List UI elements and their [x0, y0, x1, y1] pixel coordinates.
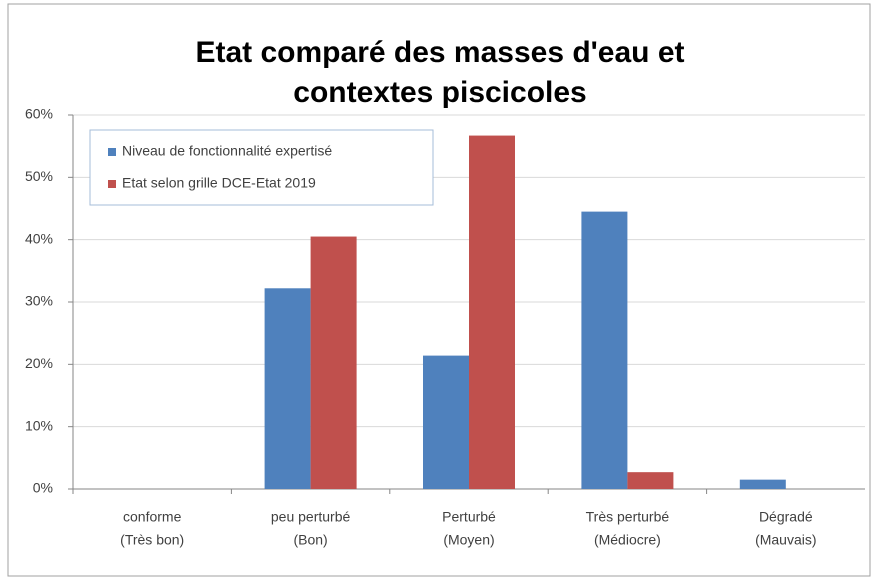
x-tick-label: conforme: [123, 509, 182, 525]
bar: [423, 355, 469, 489]
legend-label: Etat selon grille DCE-Etat 2019: [122, 175, 316, 191]
x-tick-label: (Bon): [293, 532, 327, 548]
y-tick-label: 50%: [25, 168, 53, 184]
y-tick-label: 30%: [25, 293, 53, 309]
y-tick-label: 40%: [25, 230, 53, 246]
x-tick-label: Perturbé: [442, 509, 496, 525]
y-tick-label: 60%: [25, 106, 53, 122]
y-tick-label: 20%: [25, 355, 53, 371]
legend-swatch: [108, 148, 116, 156]
y-tick-label: 0%: [33, 480, 53, 496]
chart-title: contextes piscicoles: [293, 76, 586, 109]
x-tick-label: Dégradé: [759, 509, 813, 525]
legend-label: Niveau de fonctionnalité expertisé: [122, 143, 332, 159]
x-tick-label: Très perturbé: [586, 509, 670, 525]
legend-box: [89, 129, 434, 206]
chart-title: Etat comparé des masses d'eau et: [195, 36, 684, 69]
x-tick-label: (Très bon): [120, 532, 184, 548]
x-tick-label: (Mauvais): [755, 532, 816, 548]
y-tick-label: 10%: [25, 417, 53, 433]
bar: [627, 472, 674, 489]
x-tick-label: (Médiocre): [594, 532, 661, 548]
bar: [469, 135, 515, 489]
bar: [264, 288, 311, 489]
x-tick-label: peu perturbé: [271, 509, 351, 525]
bar: [739, 479, 786, 489]
bar: [310, 236, 357, 489]
x-tick-label: (Moyen): [443, 532, 494, 548]
legend-swatch: [108, 180, 116, 188]
bar: [581, 211, 628, 489]
